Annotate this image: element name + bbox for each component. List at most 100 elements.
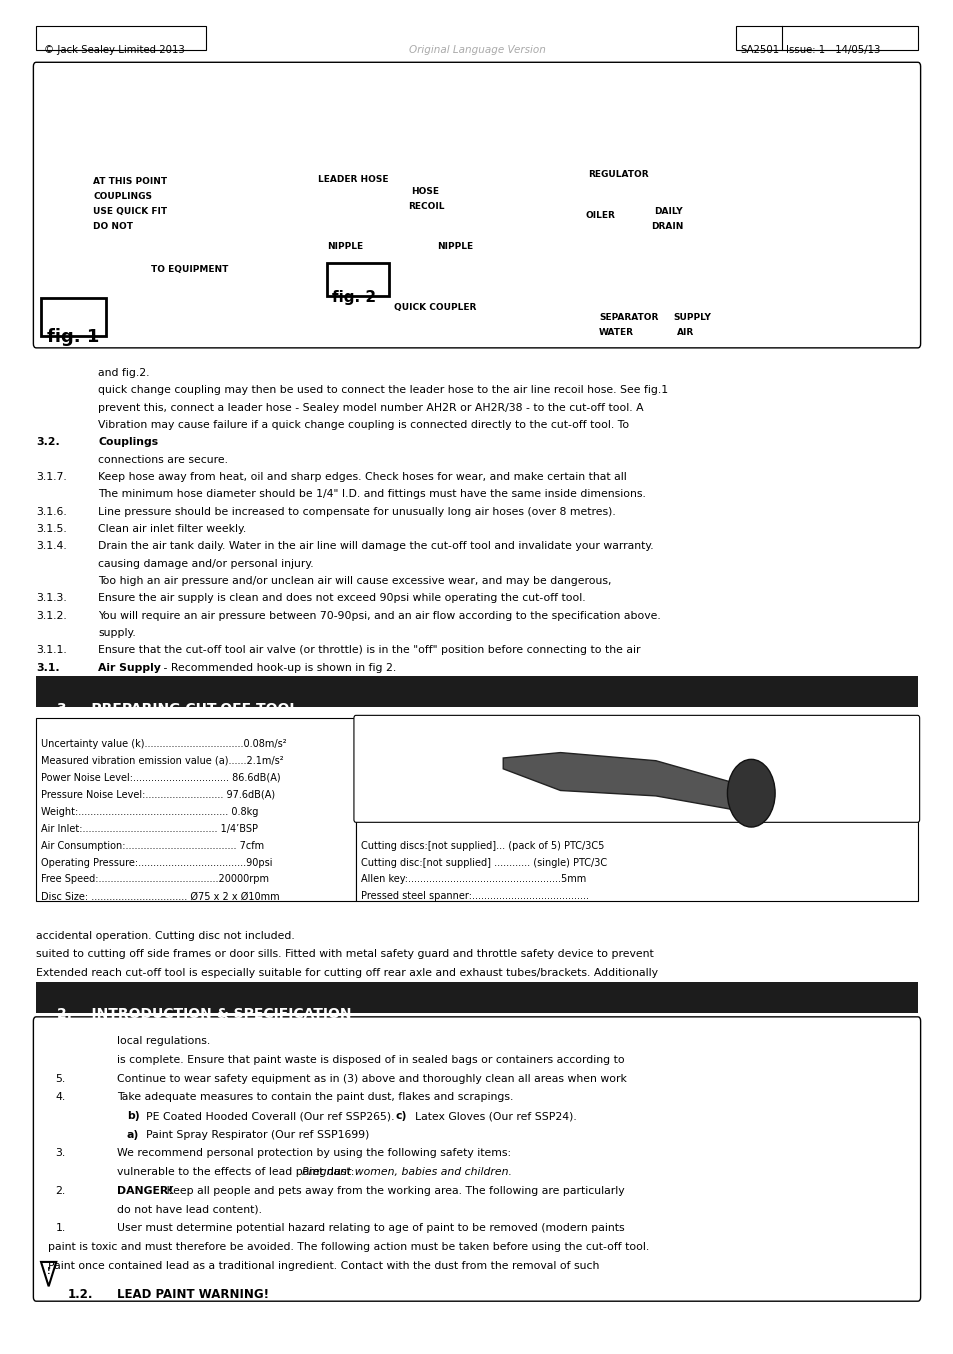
Text: LEAD PAINT WARNING!: LEAD PAINT WARNING! [117, 1288, 269, 1301]
Text: 3.    PREPARING CUT-OFF TOOL: 3. PREPARING CUT-OFF TOOL [57, 701, 298, 716]
Text: Latex Gloves (Our ref SSP24).: Latex Gloves (Our ref SSP24). [415, 1112, 577, 1121]
Text: SUPPLY: SUPPLY [673, 313, 711, 322]
Text: Pressure Noise Level:.......................... 97.6dB(A): Pressure Noise Level:...................… [41, 789, 274, 800]
Text: DANGER!: DANGER! [117, 1186, 173, 1196]
Text: Cutting discs:[not supplied]... (pack of 5) PTC/3C5: Cutting discs:[not supplied]... (pack of… [360, 841, 603, 850]
Text: Too high an air pressure and/or unclean air will cause excessive wear, and may b: Too high an air pressure and/or unclean … [98, 575, 611, 586]
Bar [36, 982, 917, 1013]
Text: 3.1.1.: 3.1.1. [36, 646, 67, 655]
Text: !: ! [47, 1267, 51, 1277]
Text: AT THIS POINT: AT THIS POINT [93, 177, 168, 187]
Text: fig. 1: fig. 1 [47, 328, 99, 345]
Text: HOSE: HOSE [411, 187, 438, 196]
Text: Keep all people and pets away from the working area. The following are particula: Keep all people and pets away from the w… [163, 1186, 624, 1196]
Text: SA2501: SA2501 [740, 45, 779, 54]
Text: quick change coupling may then be used to connect the leader hose to the air lin: quick change coupling may then be used t… [98, 386, 668, 395]
Text: NIPPLE: NIPPLE [436, 242, 473, 252]
Text: We recommend personal protection by using the following safety items:: We recommend personal protection by usin… [117, 1148, 511, 1159]
Text: Couplings: Couplings [98, 437, 158, 447]
Text: Air Inlet:............................................. 1/4’BSP: Air Inlet:..............................… [41, 823, 257, 834]
Text: TO EQUIPMENT: TO EQUIPMENT [151, 265, 228, 275]
Text: LEADER HOSE: LEADER HOSE [317, 175, 388, 184]
Text: OILER: OILER [585, 211, 615, 221]
Text: vulnerable to the effects of lead paint dust:: vulnerable to the effects of lead paint … [117, 1167, 357, 1177]
Text: Paint Spray Respirator (Our ref SSP1699): Paint Spray Respirator (Our ref SSP1699) [146, 1129, 369, 1140]
Text: Drain the air tank daily. Water in the air line will damage the cut-off tool and: Drain the air tank daily. Water in the a… [98, 542, 653, 551]
Bar [355, 819, 917, 900]
Text: is complete. Ensure that paint waste is disposed of in sealed bags or containers: is complete. Ensure that paint waste is … [117, 1055, 624, 1066]
Text: REGULATOR: REGULATOR [587, 171, 648, 180]
Text: suited to cutting off side frames or door sills. Fitted with metal safety guard : suited to cutting off side frames or doo… [36, 949, 654, 960]
FancyBboxPatch shape [354, 715, 919, 822]
Text: 5.: 5. [55, 1074, 66, 1083]
Text: AIR: AIR [677, 328, 694, 337]
FancyBboxPatch shape [33, 1017, 920, 1301]
Text: paint is toxic and must therefore be avoided. The following action must be taken: paint is toxic and must therefore be avo… [48, 1242, 648, 1252]
Text: do not have lead content).: do not have lead content). [117, 1205, 262, 1215]
Text: © Jack Sealey Limited 2013: © Jack Sealey Limited 2013 [44, 45, 185, 54]
Text: DRAIN: DRAIN [651, 222, 683, 232]
Text: Paint once contained lead as a traditional ingredient. Contact with the dust fro: Paint once contained lead as a tradition… [48, 1261, 598, 1270]
Text: Air Consumption:..................................... 7cfm: Air Consumption:........................… [41, 841, 264, 850]
Text: COUPLINGS: COUPLINGS [93, 192, 152, 202]
Text: and fig.2.: and fig.2. [98, 368, 150, 378]
Text: Take adequate measures to contain the paint dust, flakes and scrapings.: Take adequate measures to contain the pa… [117, 1093, 513, 1102]
Text: 3.1.4.: 3.1.4. [36, 542, 67, 551]
Text: Original Language Version: Original Language Version [408, 45, 545, 54]
Text: 3.: 3. [55, 1148, 66, 1159]
Text: Pressed steel spanner:.......................................: Pressed steel spanner:..................… [360, 891, 588, 902]
Text: DO NOT: DO NOT [93, 222, 133, 232]
Text: prevent this, connect a leader hose - Sealey model number AH2R or AH2R/38 - to t: prevent this, connect a leader hose - Se… [98, 402, 643, 413]
Text: Vibration may cause failure if a quick change coupling is connected directly to : Vibration may cause failure if a quick c… [98, 420, 629, 431]
Text: Issue: 1 - 14/05/13: Issue: 1 - 14/05/13 [785, 45, 880, 54]
Bar [736, 26, 917, 50]
Text: RECOIL: RECOIL [408, 202, 444, 211]
Text: connections are secure.: connections are secure. [98, 455, 228, 464]
Text: Ensure the air supply is clean and does not exceed 90psi while operating the cut: Ensure the air supply is clean and does … [98, 593, 585, 604]
Text: - Recommended hook-up is shown in fig 2.: - Recommended hook-up is shown in fig 2. [160, 662, 396, 673]
Text: Extended reach cut-off tool is especially suitable for cutting off rear axle and: Extended reach cut-off tool is especiall… [36, 968, 658, 978]
Text: 3.1.6.: 3.1.6. [36, 506, 67, 517]
Text: 4.: 4. [55, 1093, 66, 1102]
Text: WATER: WATER [598, 328, 634, 337]
Bar [327, 263, 389, 297]
Text: Clean air inlet filter weekly.: Clean air inlet filter weekly. [98, 524, 246, 533]
Text: Allen key:...................................................5mm: Allen key:..............................… [360, 875, 585, 884]
Text: NIPPLE: NIPPLE [327, 242, 363, 252]
Bar [0, 1297, 953, 1354]
Text: 3.1.3.: 3.1.3. [36, 593, 67, 604]
FancyBboxPatch shape [33, 62, 920, 348]
Text: c): c) [395, 1112, 407, 1121]
Text: 3.2.: 3.2. [36, 437, 60, 447]
Text: 3.1.: 3.1. [36, 662, 60, 673]
Text: Keep hose away from heat, oil and sharp edges. Check hoses for wear, and make ce: Keep hose away from heat, oil and sharp … [98, 473, 626, 482]
Text: USE QUICK FIT: USE QUICK FIT [93, 207, 168, 217]
Text: b): b) [127, 1112, 139, 1121]
Text: accidental operation. Cutting disc not included.: accidental operation. Cutting disc not i… [36, 930, 294, 941]
Text: Operating Pressure:....................................90psi: Operating Pressure:.....................… [41, 857, 273, 868]
Text: supply.: supply. [98, 628, 136, 638]
Text: You will require an air pressure between 70-90psi, and an air flow according to : You will require an air pressure between… [98, 611, 660, 620]
Bar [36, 26, 206, 50]
Polygon shape [503, 753, 760, 810]
Text: Uncertainty value (k).................................0.08m/s²: Uncertainty value (k)...................… [41, 739, 286, 749]
Text: Air Supply: Air Supply [98, 662, 161, 673]
Text: The minimum hose diameter should be 1/4" I.D. and fittings must have the same in: The minimum hose diameter should be 1/4"… [98, 489, 645, 500]
Text: QUICK COUPLER: QUICK COUPLER [394, 303, 476, 313]
Text: User must determine potential hazard relating to age of paint to be removed (mod: User must determine potential hazard rel… [117, 1223, 624, 1233]
Bar [41, 298, 106, 336]
Text: 2.: 2. [55, 1186, 66, 1196]
Text: Weight:.................................................. 0.8kg: Weight:.................................… [41, 807, 258, 816]
Text: Measured vibration emission value (a)......2.1m/s²: Measured vibration emission value (a)...… [41, 756, 283, 766]
Text: 3.1.5.: 3.1.5. [36, 524, 67, 533]
Text: a): a) [127, 1129, 139, 1140]
Text: Ensure that the cut-off tool air valve (or throttle) is in the "off" position be: Ensure that the cut-off tool air valve (… [98, 646, 640, 655]
Text: Continue to wear safety equipment as in (3) above and thoroughly clean all areas: Continue to wear safety equipment as in … [117, 1074, 626, 1083]
Text: Disc Size: ................................ Ø75 x 2 x Ø10mm: Disc Size: .............................… [41, 891, 279, 902]
Text: DAILY: DAILY [654, 207, 682, 217]
Text: Power Noise Level:................................ 86.6dB(A): Power Noise Level:......................… [41, 773, 280, 783]
Text: 2.    INTRODUCTION & SPECIFICATION: 2. INTRODUCTION & SPECIFICATION [57, 1007, 352, 1021]
Text: 3.1.7.: 3.1.7. [36, 473, 67, 482]
Text: 1.2.: 1.2. [68, 1288, 93, 1301]
Text: SEPARATOR: SEPARATOR [598, 313, 658, 322]
